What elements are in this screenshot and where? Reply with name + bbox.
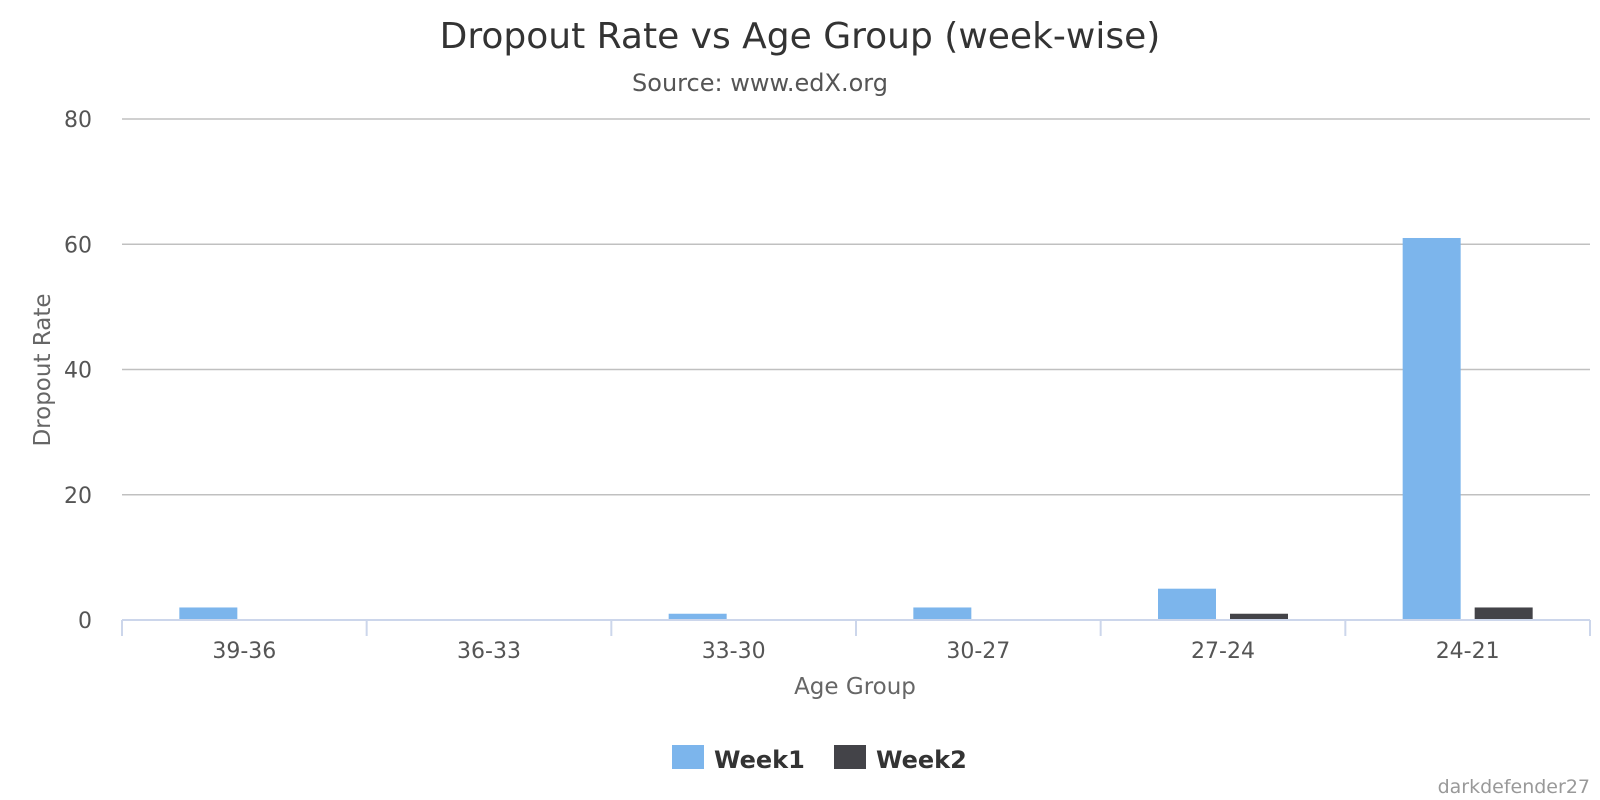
y-axis-ticks: 0 20 40 60 80 [64, 108, 92, 634]
chart-credit: darkdefender27 [1438, 776, 1590, 798]
bar-week1-27-24[interactable] [1158, 588, 1216, 620]
legend-label: Week2 [876, 746, 967, 774]
y-tick-label: 40 [64, 359, 92, 384]
y-tick-label: 0 [78, 609, 92, 634]
y-axis-title: Dropout Rate [30, 293, 56, 446]
y-tick-label: 60 [64, 233, 92, 258]
legend: Week1 Week2 [672, 745, 967, 774]
chart-title: Dropout Rate vs Age Group (week-wise) [440, 16, 1161, 57]
x-tick-label: 30-27 [946, 639, 1010, 664]
bar-week2-27-24[interactable] [1230, 613, 1288, 620]
x-axis-title: Age Group [794, 674, 916, 700]
x-tick-label: 24-21 [1436, 639, 1500, 664]
chart-subtitle: Source: www.edX.org [632, 69, 888, 97]
x-axis: 39-36 36-33 33-30 30-27 27-24 24-21 [121, 619, 1591, 664]
bar-week1-33-30[interactable] [668, 613, 727, 620]
legend-item-week2[interactable]: Week2 [834, 745, 967, 774]
legend-swatch [834, 745, 866, 769]
y-tick-label: 20 [64, 484, 92, 509]
bar-week1-24-21[interactable] [1402, 237, 1461, 621]
bars [179, 237, 1533, 621]
x-tick-label: 33-30 [702, 639, 766, 664]
x-tick-label: 36-33 [457, 639, 521, 664]
legend-swatch [672, 745, 704, 769]
bar-week1-30-27[interactable] [913, 607, 972, 620]
y-tick-label: 80 [64, 108, 92, 133]
bar-week2-24-21[interactable] [1474, 607, 1533, 620]
bar-week1-39-36[interactable] [179, 607, 238, 620]
legend-label: Week1 [714, 746, 805, 774]
x-tick-label: 39-36 [212, 639, 276, 664]
x-tick-label: 27-24 [1191, 639, 1255, 664]
grid-lines [122, 118, 1590, 496]
legend-item-week1[interactable]: Week1 [672, 745, 805, 774]
